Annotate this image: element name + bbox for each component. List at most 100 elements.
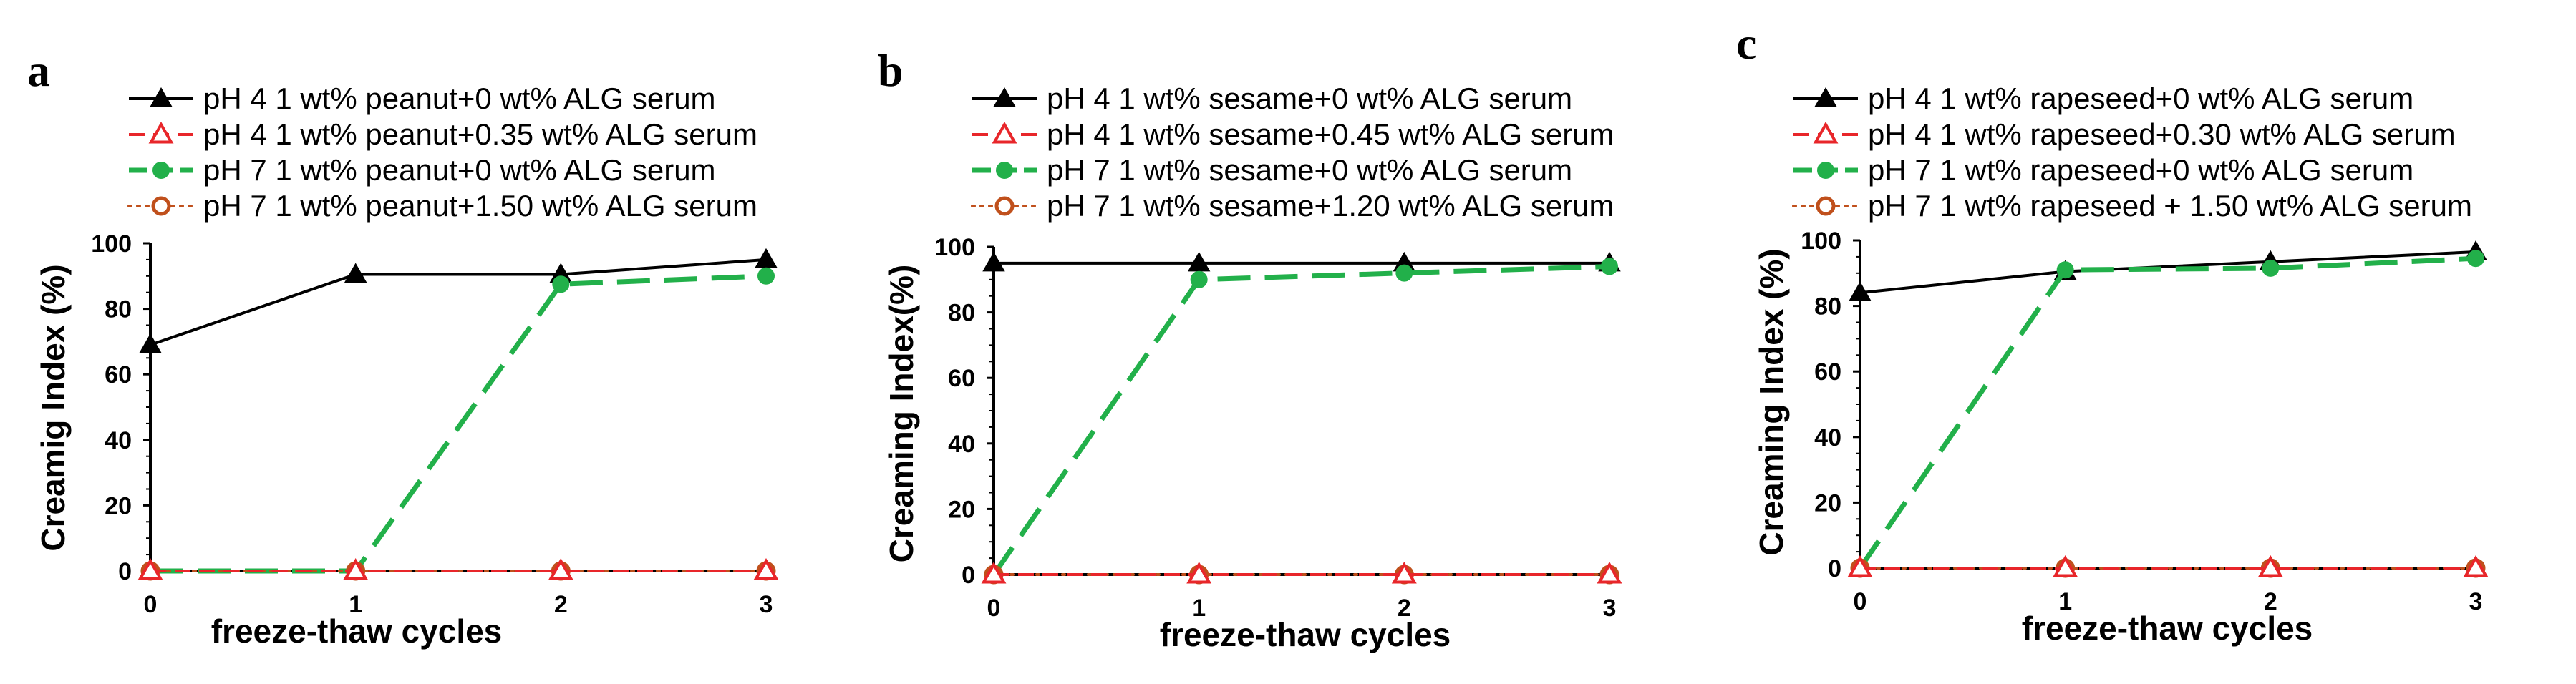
panel-c-legend-3-marker (1817, 162, 1834, 179)
panel-a-series-1-point (344, 263, 367, 283)
panel-a-plot: 0 20 40 60 80 100 0 1 2 3 (91, 230, 779, 618)
panel-a-series-3-point (757, 267, 775, 285)
panel-c-series-2-point (2463, 554, 2489, 577)
panel-c-legend-4-marker (1816, 196, 1836, 216)
panel-b-series-1-point (982, 251, 1005, 272)
panel-a-xtick-label: 3 (760, 591, 773, 618)
panel-c-series-1-point (1849, 281, 1872, 301)
panel-b-xlabel: freeze-thaw cycles (1160, 616, 1451, 653)
panel-b-series-2-point (1186, 561, 1212, 584)
panel-c-legend-2-label: pH 4 1 wt% rapeseed+0.30 wt% ALG serum (1868, 117, 2456, 151)
panel-c-series-2-point (1847, 554, 1873, 577)
panel-a-series-1-line (150, 258, 767, 346)
panel-a-letter: a (27, 45, 50, 96)
panel-a-series-2-point (753, 557, 779, 580)
panel-a-ytick-label: 60 (105, 361, 132, 389)
panel-a-legend-4-label: pH 7 1 wt% peanut+1.50 wt% ALG serum (203, 189, 757, 223)
panel-b-letter: b (878, 45, 904, 96)
panel-b-series-3-line (992, 263, 1610, 576)
panel-c-xtick-label: 0 (1854, 588, 1867, 615)
panel-a-ytick-label: 0 (118, 558, 132, 585)
panel-a-xtick-label: 0 (144, 591, 158, 618)
panel-c-series-3-point (2262, 259, 2280, 277)
panel-a-legend-3-marker (152, 162, 170, 179)
panel-c-plot: 0 20 40 60 80 100 0 1 2 3 (1801, 228, 2489, 615)
panel-a-ytick-label: 100 (91, 230, 132, 258)
panel-b-series-1-point (1187, 251, 1211, 272)
panel-b-series-2-point (1597, 561, 1622, 584)
panel-a-ylabel: Creamig Index (%) (34, 264, 72, 551)
panel-c-legend-2-marker (1813, 121, 1839, 144)
panel-a-series-2-point (548, 557, 573, 580)
panel-b-xtick-label: 3 (1603, 595, 1617, 622)
panel-c-xtick-label: 3 (2469, 588, 2483, 615)
panel-b-legend-3-label: pH 7 1 wt% sesame+0 wt% ALG serum (1047, 153, 1572, 187)
panel-c-series-2-point (2257, 554, 2283, 577)
panel-a-xtick-label: 2 (554, 591, 568, 618)
panel-b-legend-1-label: pH 4 1 wt% sesame+0 wt% ALG serum (1047, 82, 1572, 115)
panel-a-ytick-label: 80 (105, 296, 132, 323)
panel-b-ytick-label: 80 (948, 300, 975, 327)
panel-c-series-2-point (2053, 554, 2078, 577)
panel-c-ytick-label: 0 (1828, 555, 1841, 582)
panel-b-legend-1-marker (993, 87, 1016, 107)
panel-b-legend-2-marker (992, 121, 1017, 144)
panel-c-series-3-point (2467, 250, 2484, 268)
panel-a-series-1-point (755, 248, 778, 268)
panel-a-ytick-label: 40 (105, 427, 132, 454)
panel-c-legend-4-label: pH 7 1 wt% rapeseed + 1.50 wt% ALG serum (1868, 189, 2472, 223)
panel-c-ytick-label: 80 (1814, 293, 1841, 321)
panel-b-xtick-label: 2 (1398, 595, 1411, 622)
panel-b-ytick-label: 40 (948, 431, 975, 458)
panel-c-xtick-label: 2 (2264, 588, 2277, 615)
panel-b-legend-4-marker (994, 196, 1015, 216)
panel-c: c pH 4 1 wt% rapeseed+0 wt% ALG serumpH … (1736, 18, 2489, 647)
panel-c-xlabel: freeze-thaw cycles (2022, 610, 2313, 647)
panel-b-series-2-point (981, 561, 1007, 584)
panel-a-legend-1-marker (150, 87, 173, 107)
panel-b-ytick-label: 0 (962, 562, 975, 589)
panel-a-series-3-point (552, 275, 570, 293)
panel-b-series-3-point (1395, 264, 1413, 282)
panel-c-ytick-label: 100 (1801, 228, 1841, 255)
panel-b-legend-2-label: pH 4 1 wt% sesame+0.45 wt% ALG serum (1047, 117, 1614, 151)
panel-c-legend-1-marker (1814, 87, 1837, 107)
panel-c-ytick-label: 20 (1814, 489, 1841, 517)
panel-a-legend-2-label: pH 4 1 wt% peanut+0.35 wt% ALG serum (203, 117, 757, 151)
panel-a-legend-2-marker (148, 121, 174, 144)
panel-c-xtick-label: 1 (2058, 588, 2072, 615)
panel-b-xtick-label: 0 (987, 595, 1001, 622)
panel-b-ytick-label: 60 (948, 365, 975, 392)
panel-a-series-1-point (139, 333, 162, 353)
panel-a-series-3-line (150, 273, 767, 574)
panel-a-series-2-point (137, 557, 163, 580)
panel-b-series-3-point (1190, 270, 1208, 288)
panel-b-legend-4-label: pH 7 1 wt% sesame+1.20 wt% ALG serum (1047, 189, 1614, 223)
panel-b-ytick-label: 20 (948, 496, 975, 523)
panel-b-ytick-label: 100 (934, 234, 975, 261)
panel-b-ylabel: Creaming Index(%) (883, 265, 920, 563)
panel-b-plot: 0 20 40 60 80 100 0 1 2 3 (934, 234, 1622, 622)
panel-a-legend-3-label: pH 7 1 wt% peanut+0 wt% ALG serum (203, 153, 716, 187)
panel-c-series-3-point (2056, 261, 2074, 279)
panel-c-ytick-label: 40 (1814, 424, 1841, 451)
panel-a-series-2-point (343, 557, 369, 580)
panel-b-legend-3-marker (996, 162, 1013, 179)
panel-a-xtick-label: 1 (349, 591, 362, 618)
panel-c-ylabel: Creaming Index (%) (1753, 248, 1790, 555)
panel-c-legend-1-label: pH 4 1 wt% rapeseed+0 wt% ALG serum (1868, 82, 2413, 115)
panel-b-xtick-label: 1 (1192, 595, 1206, 622)
panel-b-series-2-point (1391, 561, 1417, 584)
panel-a-legend-1-label: pH 4 1 wt% peanut+0 wt% ALG serum (203, 82, 716, 115)
panel-c-letter: c (1736, 18, 1756, 69)
panel-b-series-3-point (1601, 258, 1618, 275)
panel-a-legend-4-marker (151, 196, 171, 216)
panel-c-series-1-line (1859, 250, 2476, 295)
panel-c-ytick-label: 60 (1814, 358, 1841, 386)
